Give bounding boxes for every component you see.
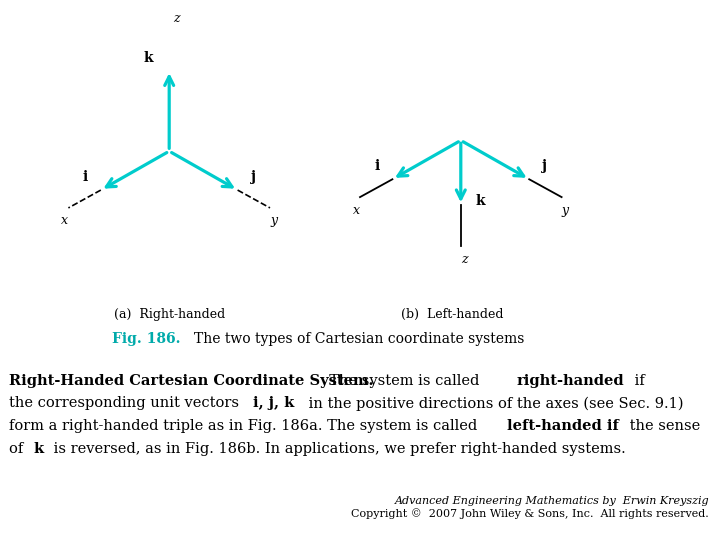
Text: (b)  Left-handed: (b) Left-handed (401, 308, 503, 321)
Text: j: j (251, 170, 256, 184)
Text: form a right-handed triple as in Fig. 186a. The system is called: form a right-handed triple as in Fig. 18… (9, 419, 482, 433)
Text: is reversed, as in Fig. 186b. In applications, we prefer right-handed systems.: is reversed, as in Fig. 186b. In applica… (49, 442, 626, 456)
Text: x: x (353, 204, 360, 217)
Text: i: i (374, 159, 379, 173)
Text: z: z (173, 12, 180, 25)
Text: of: of (9, 442, 27, 456)
Text: in the positive directions of the axes (see Sec. 9.1): in the positive directions of the axes (… (304, 396, 683, 411)
Text: The two types of Cartesian coordinate systems: The two types of Cartesian coordinate sy… (194, 332, 525, 346)
Text: x: x (61, 214, 68, 227)
Text: Advanced Engineering Mathematics by  Erwin Kreyszig: Advanced Engineering Mathematics by Erwi… (395, 496, 709, 506)
Text: i, j, k: i, j, k (253, 396, 294, 410)
Text: left-handed if: left-handed if (507, 419, 618, 433)
Text: z: z (461, 253, 468, 266)
Text: i: i (83, 170, 88, 184)
Text: y: y (270, 214, 277, 227)
Text: k: k (33, 442, 43, 456)
Text: y: y (562, 204, 569, 217)
Text: the sense: the sense (625, 419, 701, 433)
Text: the corresponding unit vectors: the corresponding unit vectors (9, 396, 243, 410)
Text: Fig. 186.: Fig. 186. (112, 332, 180, 346)
Text: The system is called: The system is called (320, 374, 485, 388)
Text: k: k (144, 51, 153, 65)
Text: j: j (542, 159, 547, 173)
Text: if: if (630, 374, 644, 388)
Text: (a)  Right-handed: (a) Right-handed (114, 308, 225, 321)
Text: right-handed: right-handed (517, 374, 624, 388)
Text: Right-Handed Cartesian Coordinate System.: Right-Handed Cartesian Coordinate System… (9, 374, 373, 388)
Text: Copyright ©  2007 John Wiley & Sons, Inc.  All rights reserved.: Copyright © 2007 John Wiley & Sons, Inc.… (351, 509, 709, 519)
Text: k: k (475, 194, 485, 208)
